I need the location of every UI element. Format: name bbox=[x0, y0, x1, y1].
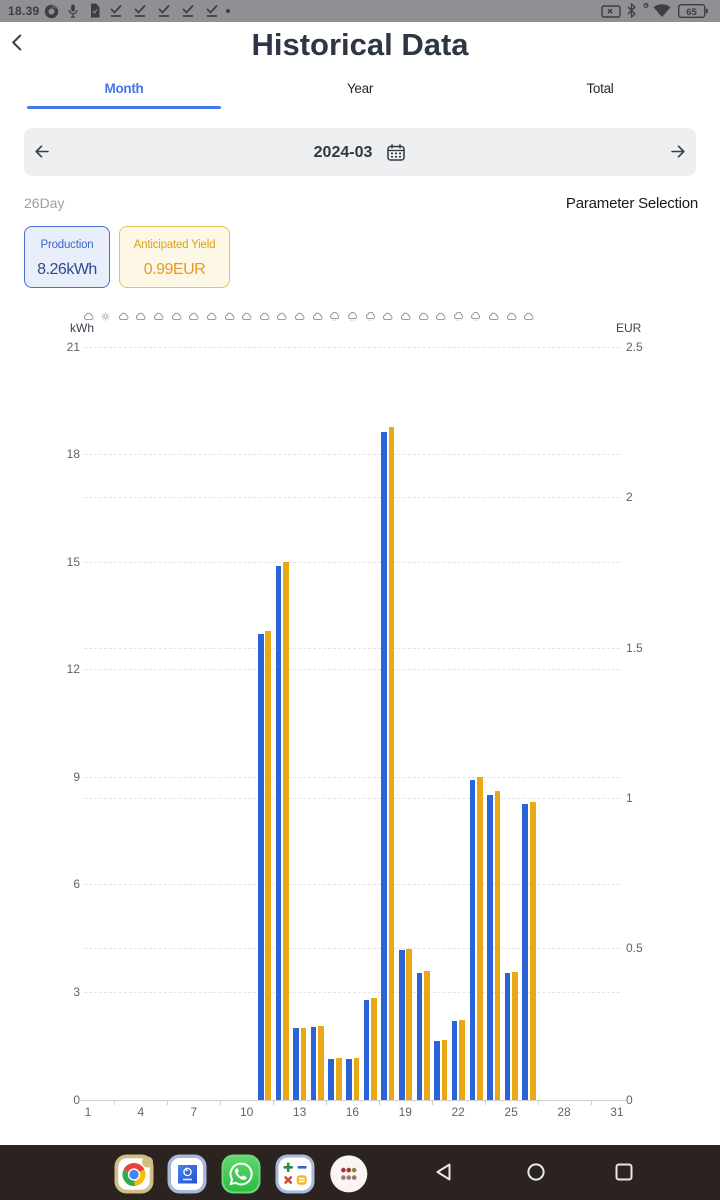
svg-text:65: 65 bbox=[686, 7, 697, 18]
